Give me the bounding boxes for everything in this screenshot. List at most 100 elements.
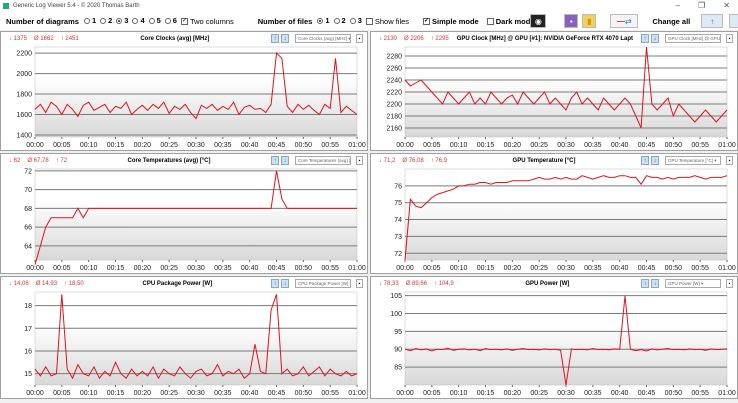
sensor-select[interactable]: Core Clocks (avg) [MHz] ▾ <box>295 34 351 43</box>
diagram-radio-4[interactable]: 4 <box>132 16 145 25</box>
checkbox-box[interactable]: ✓ <box>180 17 188 25</box>
x-tick-label: 00:25 <box>160 142 178 149</box>
save-icon[interactable]: ▪ <box>564 14 579 28</box>
radio-label: 6 <box>172 16 177 26</box>
x-tick-label: 01:00 <box>718 390 736 397</box>
y-tick-label: 1800 <box>16 92 32 99</box>
x-tick-label: 00:50 <box>665 390 683 397</box>
more-button[interactable]: ▪ <box>356 34 363 43</box>
radio-circle[interactable] <box>164 17 171 24</box>
sensor-select[interactable]: CPU Package Power [W] ▾ <box>295 279 351 288</box>
arrow-up-icon[interactable]: ↑ <box>701 14 724 28</box>
dark-mode-checkbox[interactable]: Dark mod <box>486 17 530 26</box>
sensor-select[interactable]: GPU Power [W] ▾ <box>665 279 721 288</box>
radio-circle[interactable] <box>116 17 123 24</box>
y-tick-label: 85 <box>394 365 402 372</box>
arrow-up-icon[interactable]: ↑ <box>271 279 279 288</box>
radio-circle[interactable] <box>100 17 107 24</box>
checkbox-box[interactable]: ✓ <box>423 17 431 25</box>
x-tick-label: 00:40 <box>241 390 259 397</box>
max-stat: ↑ 2295 <box>430 35 449 42</box>
x-tick-label: 00:15 <box>477 390 495 397</box>
arrow-up-icon[interactable]: ↑ <box>641 156 649 165</box>
sensor-select[interactable]: Core Temperatures (avg) [°C] ▾ <box>295 156 351 165</box>
chart-header: ↓ 71,2 Ø 76,08 ↑ 76,9 GPU Temperature [°C]… <box>371 154 737 167</box>
diagram-radio-6[interactable]: 6 <box>164 16 177 26</box>
x-tick-label: 00:05 <box>423 142 441 149</box>
plot-area <box>34 46 358 138</box>
arrow-up-icon[interactable]: ↑ <box>271 156 279 165</box>
x-tick-label: 00:55 <box>691 390 709 397</box>
radio-label: 2 <box>341 16 346 26</box>
more-button[interactable]: ▪ <box>356 156 363 165</box>
x-tick-label: 00:00 <box>26 390 44 397</box>
checkbox-box[interactable] <box>365 17 373 25</box>
chart-panel: ↓ 1375 Ø 1662 ↑ 2451 Core Clocks (avg) [MH… <box>0 31 368 151</box>
radio-circle[interactable] <box>333 17 340 24</box>
show-files-checkbox[interactable]: Show files <box>365 17 409 26</box>
checkbox-box[interactable] <box>486 17 494 25</box>
diagram-radio-2[interactable]: 2 <box>100 16 112 25</box>
arrow-down-icon[interactable]: ↓ <box>281 34 289 43</box>
radio-circle[interactable] <box>317 17 324 24</box>
sensor-select[interactable]: GPU Clock [MHz] @ GPU ▾ <box>665 34 721 43</box>
arrow-up-icon[interactable]: ↑ <box>641 34 649 43</box>
chart-panel: ↓ 78,33 Ø 89,66 ↑ 104,9 GPU Power [W] ↑ ↓ GP… <box>370 276 738 399</box>
file-radio-3[interactable]: 3 <box>349 16 362 25</box>
chart-title: GPU Power [W] <box>525 280 570 287</box>
plot-area <box>34 168 358 261</box>
more-button[interactable]: ▪ <box>726 34 733 43</box>
chart-header: ↓ 2130 Ø 2206 ↑ 2295 GPU Clock [MHz] @ GPU… <box>371 32 737 45</box>
avg-stat: Ø 76,08 <box>402 157 424 164</box>
simple-mode-checkbox[interactable]: ✓ Simple mode <box>423 17 479 26</box>
more-button[interactable]: ▪ <box>726 279 733 288</box>
x-tick-label: 00:10 <box>80 390 98 397</box>
radio-circle[interactable] <box>349 17 356 24</box>
swap-icon[interactable]: — ⇄ <box>610 14 639 28</box>
chart-svg: 15 16 17 18 00:00 00:05 00:10 00:15 00:20 00:25 00… <box>24 291 366 397</box>
data-line <box>34 52 358 120</box>
radio-circle[interactable] <box>132 17 139 24</box>
arrow-down-icon[interactable]: ↓ <box>651 34 659 43</box>
x-tick-label: 00:50 <box>665 142 683 149</box>
radio-circle[interactable] <box>83 17 90 24</box>
two-columns-checkbox[interactable]: ✓ Two columns <box>180 17 234 26</box>
file-radio-2[interactable]: 2 <box>333 16 346 26</box>
diagram-radio-1[interactable]: 1 <box>83 16 96 25</box>
arrow-up-icon[interactable]: ↑ <box>641 279 649 288</box>
x-tick-label: 00:10 <box>450 142 468 149</box>
y-tick-label: 73 <box>394 234 402 241</box>
radio-circle[interactable] <box>148 17 155 24</box>
minimize-button[interactable]: – <box>675 1 681 10</box>
more-button[interactable]: ▪ <box>356 279 363 288</box>
x-tick-label: 00:40 <box>611 390 629 397</box>
x-tick-label: 00:40 <box>241 142 259 149</box>
close-button[interactable]: ✕ <box>723 1 730 10</box>
diagram-radio-5[interactable]: 5 <box>148 16 161 26</box>
arrow-down-icon[interactable]: ↓ <box>281 156 289 165</box>
folder-icon[interactable]: ▮ <box>582 14 597 28</box>
camera-icon[interactable]: ◉ <box>530 14 547 28</box>
sensor-select[interactable]: GPU Temperature [°C] ▾ <box>665 156 721 165</box>
x-tick-label: 00:10 <box>80 265 98 272</box>
x-tick-label: 00:20 <box>134 142 152 149</box>
arrow-down-icon[interactable]: ↓ <box>651 279 659 288</box>
maximize-button[interactable]: ❐ <box>698 1 706 10</box>
x-tick-label: 00:30 <box>187 142 205 149</box>
y-tick-label: 18 <box>24 303 32 310</box>
diagram-radio-3[interactable]: 3 <box>116 16 128 25</box>
file-radio-1[interactable]: 1 <box>317 16 330 25</box>
x-tick-label: 00:35 <box>214 142 232 149</box>
arrow-down-icon[interactable]: ↓ <box>651 156 659 165</box>
arrow-down-icon[interactable]: ↓ <box>729 14 738 28</box>
arrow-up-icon[interactable]: ↑ <box>271 34 279 43</box>
y-tick-label: 15 <box>24 371 32 378</box>
arrow-down-icon[interactable]: ↓ <box>281 279 289 288</box>
radio-label: 5 <box>156 16 161 26</box>
files-label: Number of files <box>257 16 313 26</box>
x-tick-label: 00:20 <box>134 265 152 272</box>
file-radio-group: 1 2 3 <box>317 16 366 26</box>
x-tick-label: 00:00 <box>396 142 414 149</box>
more-button[interactable]: ▪ <box>726 156 733 165</box>
